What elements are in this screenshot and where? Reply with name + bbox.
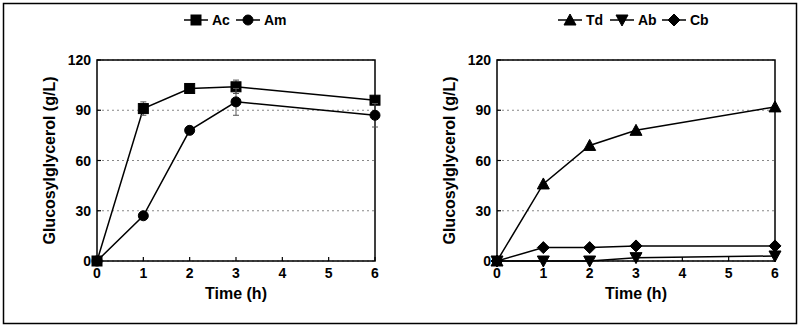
tick-label: 0 [483, 253, 491, 269]
legend-label: Ac [212, 12, 230, 28]
series-line [97, 87, 375, 261]
tick-label: 3 [632, 265, 640, 281]
data-point [537, 178, 549, 189]
data-point [584, 242, 596, 254]
grid-line [497, 160, 775, 161]
error-bar-cap [233, 80, 239, 81]
data-point [370, 110, 380, 120]
figure: 03060901200123456Time (h)Glucosylglycero… [0, 0, 801, 328]
data-point [630, 240, 642, 252]
tick-label: 4 [678, 265, 686, 281]
data-point [769, 101, 781, 112]
tick-label: 1 [139, 265, 147, 281]
tick-mark [282, 257, 283, 261]
tick-mark [189, 257, 190, 261]
data-area [491, 101, 781, 267]
error-bar-cap [372, 127, 378, 128]
data-point [537, 242, 549, 254]
data-point [92, 256, 102, 266]
tick-label: 0 [93, 265, 101, 281]
tick-label: 30 [75, 203, 91, 219]
legend: Ac Am [184, 12, 287, 28]
data-point [92, 256, 102, 266]
tick-mark [497, 59, 501, 60]
tick-mark [374, 257, 375, 261]
tick-label: 90 [75, 102, 91, 118]
data-point [769, 240, 781, 252]
tick-mark [97, 110, 101, 111]
data-point [537, 256, 549, 267]
y-axis-label: Glucosylglycerol (g/L) [41, 76, 58, 244]
legend-marker [668, 14, 680, 26]
tick-label: 90 [475, 102, 491, 118]
x-axis-label: Time (h) [205, 285, 267, 302]
tick-label: 6 [371, 265, 379, 281]
legend-label: Ab [638, 12, 657, 28]
data-point [138, 211, 148, 221]
error-bar-cap [233, 88, 239, 89]
data-point [584, 256, 596, 267]
tick-label: 4 [278, 265, 286, 281]
legend-marker [243, 15, 253, 25]
legend: Td Ab Cb [558, 12, 709, 28]
tick-mark [497, 110, 501, 111]
data-point [491, 255, 503, 266]
grid-line [97, 160, 375, 161]
legend-label: Am [264, 12, 287, 28]
legend-marker [191, 15, 201, 25]
tick-label: 60 [75, 153, 91, 169]
tick-label: 120 [468, 52, 492, 68]
tick-mark [143, 257, 144, 261]
data-point [491, 255, 503, 267]
figure-border [4, 4, 797, 324]
plot-frame [97, 60, 375, 261]
tick-label: 5 [325, 265, 333, 281]
error-bar-cap [140, 101, 146, 102]
data-point [584, 139, 596, 150]
tick-mark [497, 160, 501, 161]
error-bar-cap [233, 115, 239, 116]
legend-marker [564, 14, 576, 25]
data-point [630, 253, 642, 264]
data-point [491, 256, 503, 267]
legend-label: Td [586, 12, 603, 28]
legend-marker [616, 15, 628, 26]
plot-frame [497, 60, 775, 261]
tick-mark [497, 210, 501, 211]
data-point [185, 83, 195, 93]
panel: 03060901200123456Time (h)Glucosylglycero… [441, 12, 781, 302]
error-bar-cap [372, 103, 378, 104]
data-point [185, 125, 195, 135]
tick-mark [97, 160, 101, 161]
series-line [497, 107, 775, 261]
legend-label: Cb [690, 12, 709, 28]
data-point [630, 124, 642, 135]
tick-label: 6 [771, 265, 779, 281]
tick-mark [728, 257, 729, 261]
tick-mark [97, 59, 101, 60]
y-axis-label: Glucosylglycerol (g/L) [441, 76, 458, 244]
tick-label: 30 [475, 203, 491, 219]
tick-label: 120 [68, 52, 92, 68]
data-point [138, 104, 148, 114]
tick-label: 3 [232, 265, 240, 281]
tick-label: 2 [186, 265, 194, 281]
tick-label: 5 [725, 265, 733, 281]
panel: 0 30 60 90 120 0 1 2 3 4 5 6 Time (h) Glucosylglycero… [41, 12, 380, 302]
tick-mark [97, 210, 101, 211]
grid-line [497, 110, 775, 111]
x-axis-label: Time (h) [605, 285, 667, 302]
tick-mark [328, 257, 329, 261]
grid-line [497, 210, 775, 211]
data-point [370, 95, 380, 105]
data-area [92, 80, 380, 266]
data-point [231, 97, 241, 107]
error-bar-cap [140, 115, 146, 116]
series-line [97, 102, 375, 261]
grid-line [97, 210, 375, 211]
tick-label: 60 [475, 153, 491, 169]
tick-label: 0 [83, 253, 91, 269]
tick-mark [235, 257, 236, 261]
